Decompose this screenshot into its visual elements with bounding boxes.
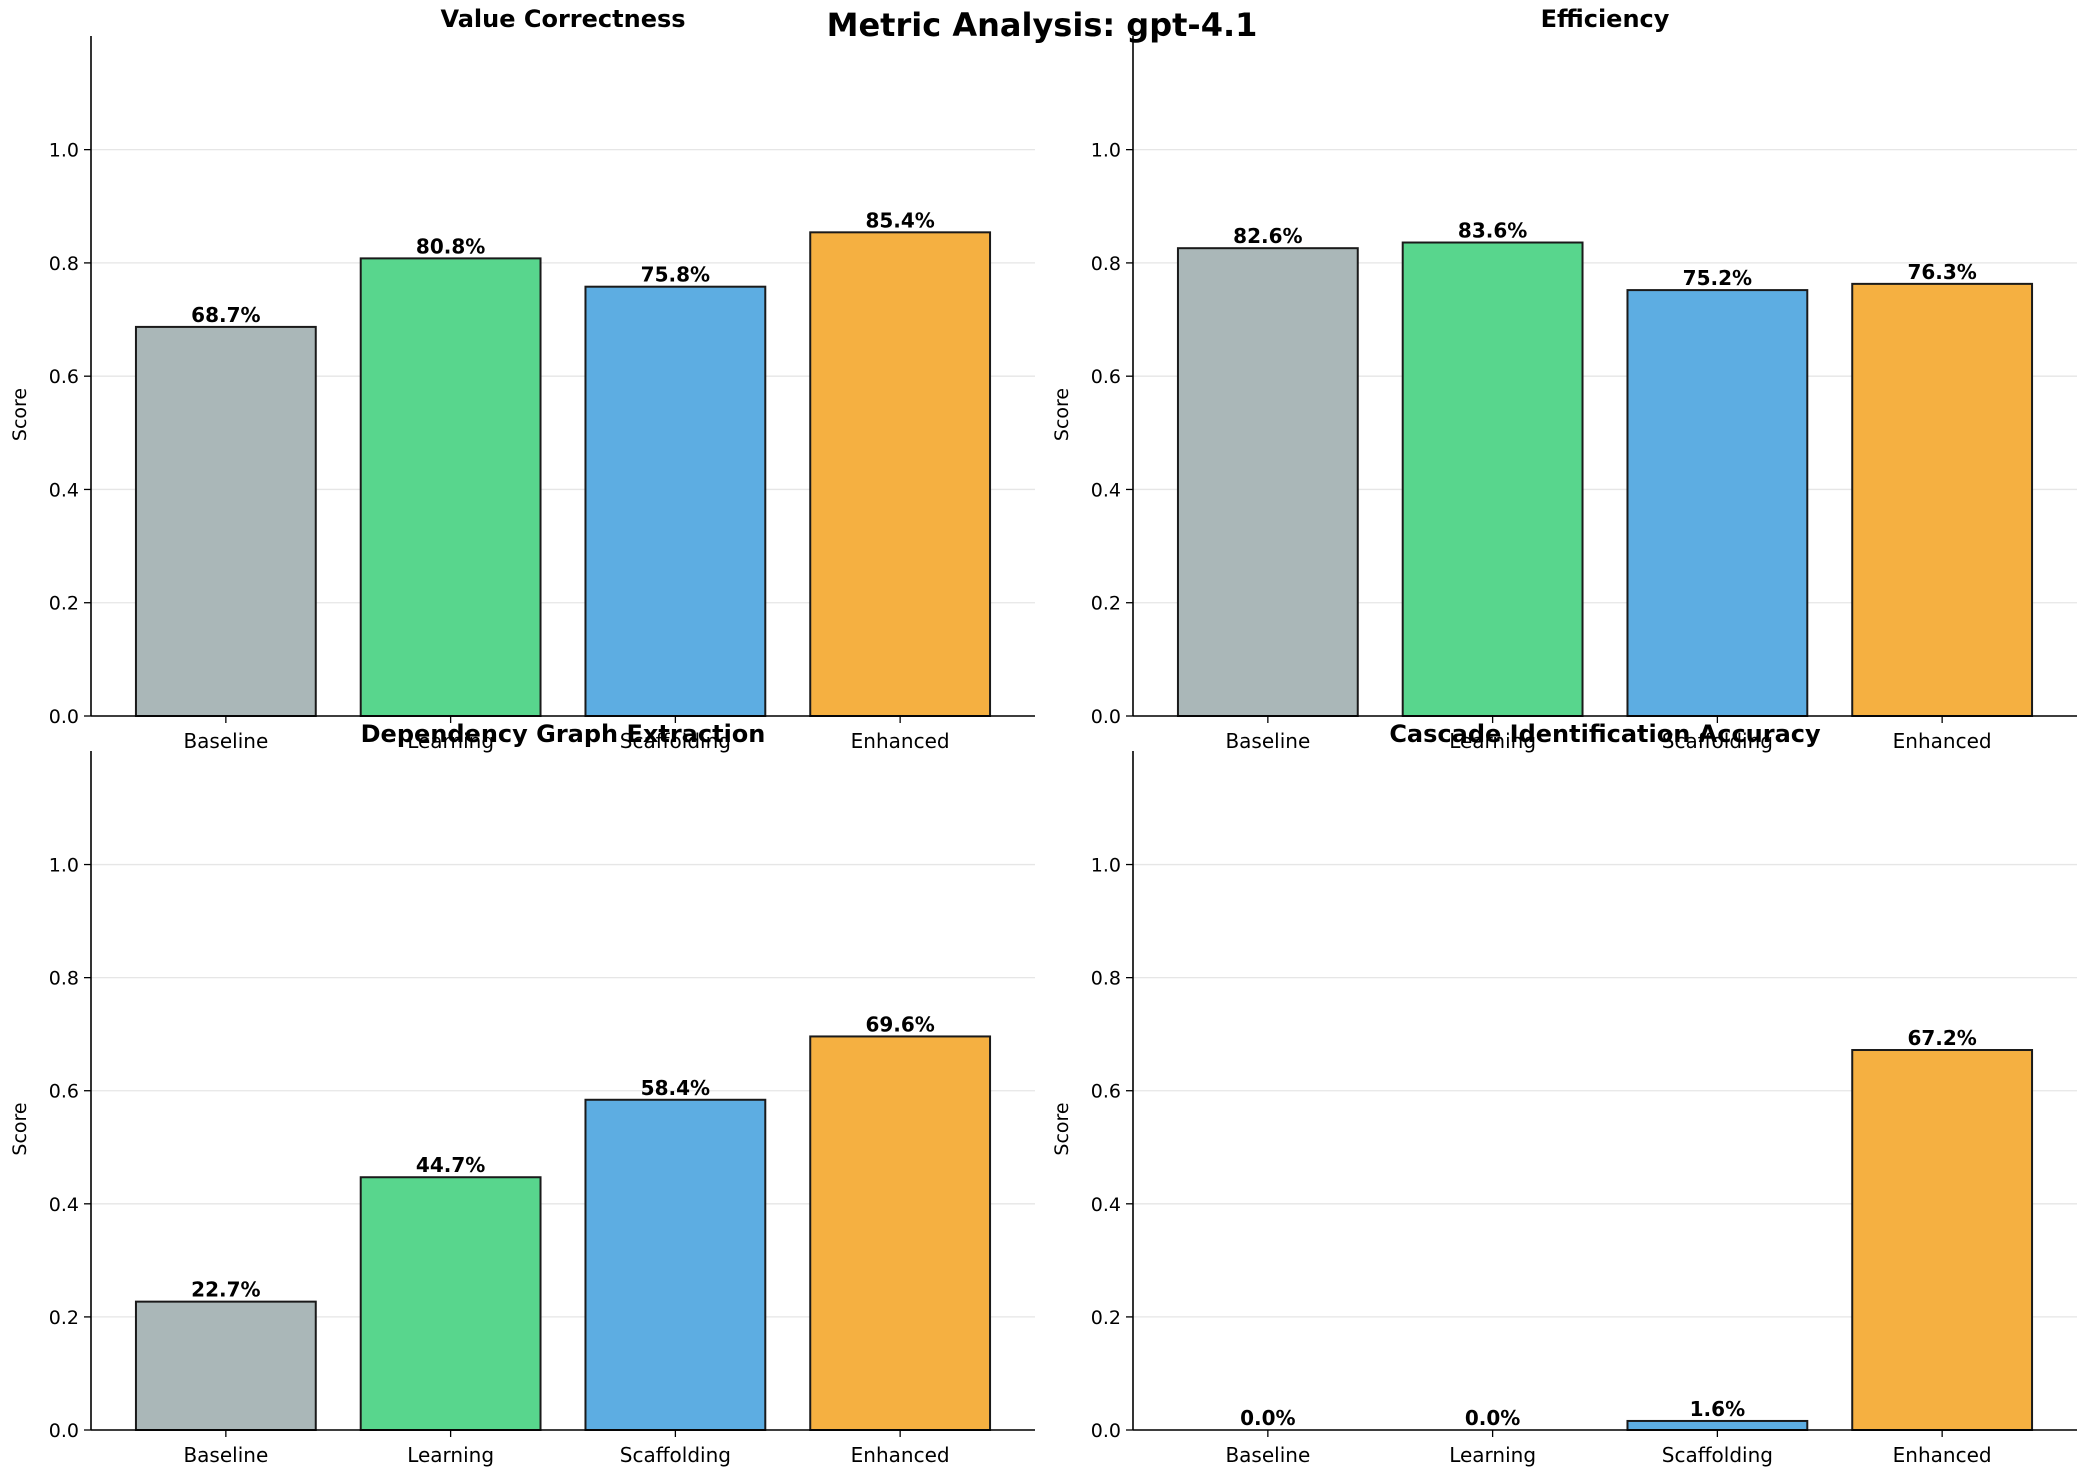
y-tick-label: 0.2 xyxy=(1091,1307,1121,1329)
data-label: 44.7% xyxy=(416,1153,485,1177)
y-tick-label: 0.2 xyxy=(49,1307,79,1329)
bar-enhanced xyxy=(809,1035,992,1431)
x-tick-label: Scaffolding xyxy=(1662,1443,1773,1467)
y-tick-label: 0.8 xyxy=(49,968,79,990)
x-tick-label: Learning xyxy=(407,1443,494,1467)
panel-title: Cascade Identification Accuracy xyxy=(1389,720,1821,748)
y-axis-label: Score xyxy=(9,388,31,441)
y-tick-label: 0.8 xyxy=(1091,968,1121,990)
panel-title: Efficiency xyxy=(1541,5,1670,33)
data-label: 76.3% xyxy=(1907,260,1976,284)
data-label: 85.4% xyxy=(865,208,934,232)
y-tick-label: 0.0 xyxy=(49,1420,79,1442)
bar-baseline xyxy=(134,1300,317,1432)
x-tick-label: Baseline xyxy=(183,729,268,753)
data-label: 80.8% xyxy=(416,234,485,258)
bar-learning xyxy=(359,257,542,717)
bar-learning xyxy=(1401,241,1584,718)
data-label: 75.2% xyxy=(1683,266,1752,290)
x-tick-label: Enhanced xyxy=(851,729,950,753)
x-tick-label: Learning xyxy=(1449,729,1536,753)
panel-title: Dependency Graph Extraction xyxy=(361,720,766,748)
bar-scaffolding xyxy=(1626,1419,1809,1432)
data-label: 69.6% xyxy=(865,1012,934,1036)
x-tick-label: Scaffolding xyxy=(620,1443,731,1467)
y-axis-label: Score xyxy=(1051,1102,1073,1155)
bar-baseline xyxy=(1176,247,1359,718)
data-label: 0.0% xyxy=(1465,1406,1520,1430)
y-tick-label: 0.4 xyxy=(1091,1194,1121,1216)
y-tick-label: 1.0 xyxy=(49,140,79,162)
bar-scaffolding xyxy=(584,1098,767,1431)
data-label: 58.4% xyxy=(641,1076,710,1100)
y-tick-label: 0.6 xyxy=(1091,1081,1121,1103)
data-label: 82.6% xyxy=(1233,224,1302,248)
bar-scaffolding xyxy=(1626,289,1809,717)
y-tick-label: 0.6 xyxy=(1091,366,1121,388)
x-tick-label: Learning xyxy=(1449,1443,1536,1467)
bar-enhanced xyxy=(1851,1049,2034,1431)
bar-baseline xyxy=(134,325,317,717)
y-tick-label: 0.4 xyxy=(49,1194,79,1216)
data-label: 0.0% xyxy=(1240,1406,1295,1430)
figure-title: Metric Analysis: gpt-4.1 xyxy=(826,6,1258,44)
data-label: 22.7% xyxy=(191,1278,260,1302)
x-tick-label: Enhanced xyxy=(851,1443,950,1467)
y-tick-label: 0.4 xyxy=(1091,479,1121,501)
data-label: 75.8% xyxy=(641,263,710,287)
x-tick-label: Baseline xyxy=(1225,1443,1310,1467)
y-axis-label: Score xyxy=(9,1102,31,1155)
y-tick-label: 0.6 xyxy=(49,366,79,388)
y-tick-label: 0.0 xyxy=(49,706,79,728)
x-tick-label: Scaffolding xyxy=(620,729,731,753)
y-tick-label: 0.8 xyxy=(49,253,79,275)
y-tick-label: 1.0 xyxy=(1091,140,1121,162)
bar-scaffolding xyxy=(584,285,767,717)
data-label: 1.6% xyxy=(1690,1397,1745,1421)
x-tick-label: Learning xyxy=(407,729,494,753)
y-tick-label: 0.0 xyxy=(1091,1420,1121,1442)
y-tick-label: 0.4 xyxy=(49,479,79,501)
data-label: 68.7% xyxy=(191,303,260,327)
x-tick-label: Baseline xyxy=(1225,729,1310,753)
bar-enhanced xyxy=(1851,282,2034,717)
y-tick-label: 0.6 xyxy=(49,1081,79,1103)
x-tick-label: Scaffolding xyxy=(1662,729,1773,753)
x-tick-label: Enhanced xyxy=(1893,1443,1992,1467)
y-tick-label: 1.0 xyxy=(1091,855,1121,877)
y-tick-label: 0.0 xyxy=(1091,706,1121,728)
x-tick-label: Enhanced xyxy=(1893,729,1992,753)
x-tick-label: Baseline xyxy=(183,1443,268,1467)
y-tick-label: 0.2 xyxy=(49,593,79,615)
data-label: 67.2% xyxy=(1907,1026,1976,1050)
bar-learning xyxy=(359,1176,542,1431)
y-tick-label: 1.0 xyxy=(49,855,79,877)
y-axis-label: Score xyxy=(1051,388,1073,441)
y-tick-label: 0.2 xyxy=(1091,593,1121,615)
data-label: 83.6% xyxy=(1458,219,1527,243)
y-tick-label: 0.8 xyxy=(1091,253,1121,275)
bar-enhanced xyxy=(809,231,992,718)
panel-title: Value Correctness xyxy=(440,5,685,33)
